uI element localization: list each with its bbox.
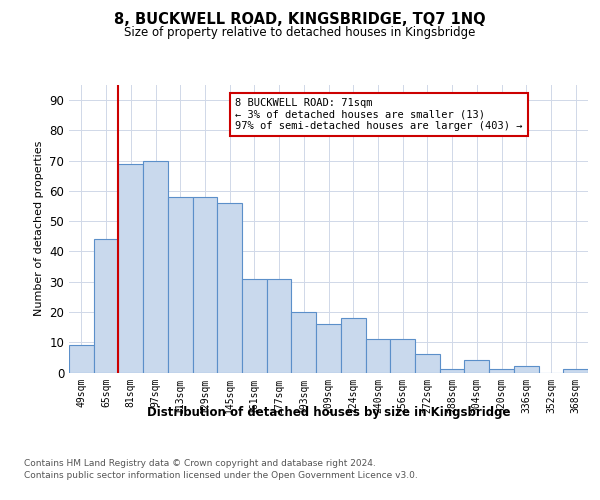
Bar: [563, 370, 588, 372]
Text: Contains HM Land Registry data © Crown copyright and database right 2024.: Contains HM Land Registry data © Crown c…: [24, 460, 376, 468]
Bar: [143, 160, 168, 372]
Bar: [440, 370, 464, 372]
Bar: [390, 339, 415, 372]
Bar: [217, 203, 242, 372]
Bar: [489, 370, 514, 372]
Bar: [341, 318, 365, 372]
Bar: [316, 324, 341, 372]
Bar: [267, 278, 292, 372]
Text: 8 BUCKWELL ROAD: 71sqm
← 3% of detached houses are smaller (13)
97% of semi-deta: 8 BUCKWELL ROAD: 71sqm ← 3% of detached …: [235, 98, 523, 131]
Text: 8, BUCKWELL ROAD, KINGSBRIDGE, TQ7 1NQ: 8, BUCKWELL ROAD, KINGSBRIDGE, TQ7 1NQ: [114, 12, 486, 28]
Text: Contains public sector information licensed under the Open Government Licence v3: Contains public sector information licen…: [24, 472, 418, 480]
Bar: [514, 366, 539, 372]
Text: Size of property relative to detached houses in Kingsbridge: Size of property relative to detached ho…: [124, 26, 476, 39]
Y-axis label: Number of detached properties: Number of detached properties: [34, 141, 44, 316]
Bar: [69, 346, 94, 372]
Bar: [464, 360, 489, 372]
Bar: [193, 197, 217, 372]
Bar: [365, 339, 390, 372]
Bar: [242, 278, 267, 372]
Bar: [292, 312, 316, 372]
Bar: [118, 164, 143, 372]
Bar: [415, 354, 440, 372]
Text: Distribution of detached houses by size in Kingsbridge: Distribution of detached houses by size …: [147, 406, 511, 419]
Bar: [168, 197, 193, 372]
Bar: [94, 240, 118, 372]
